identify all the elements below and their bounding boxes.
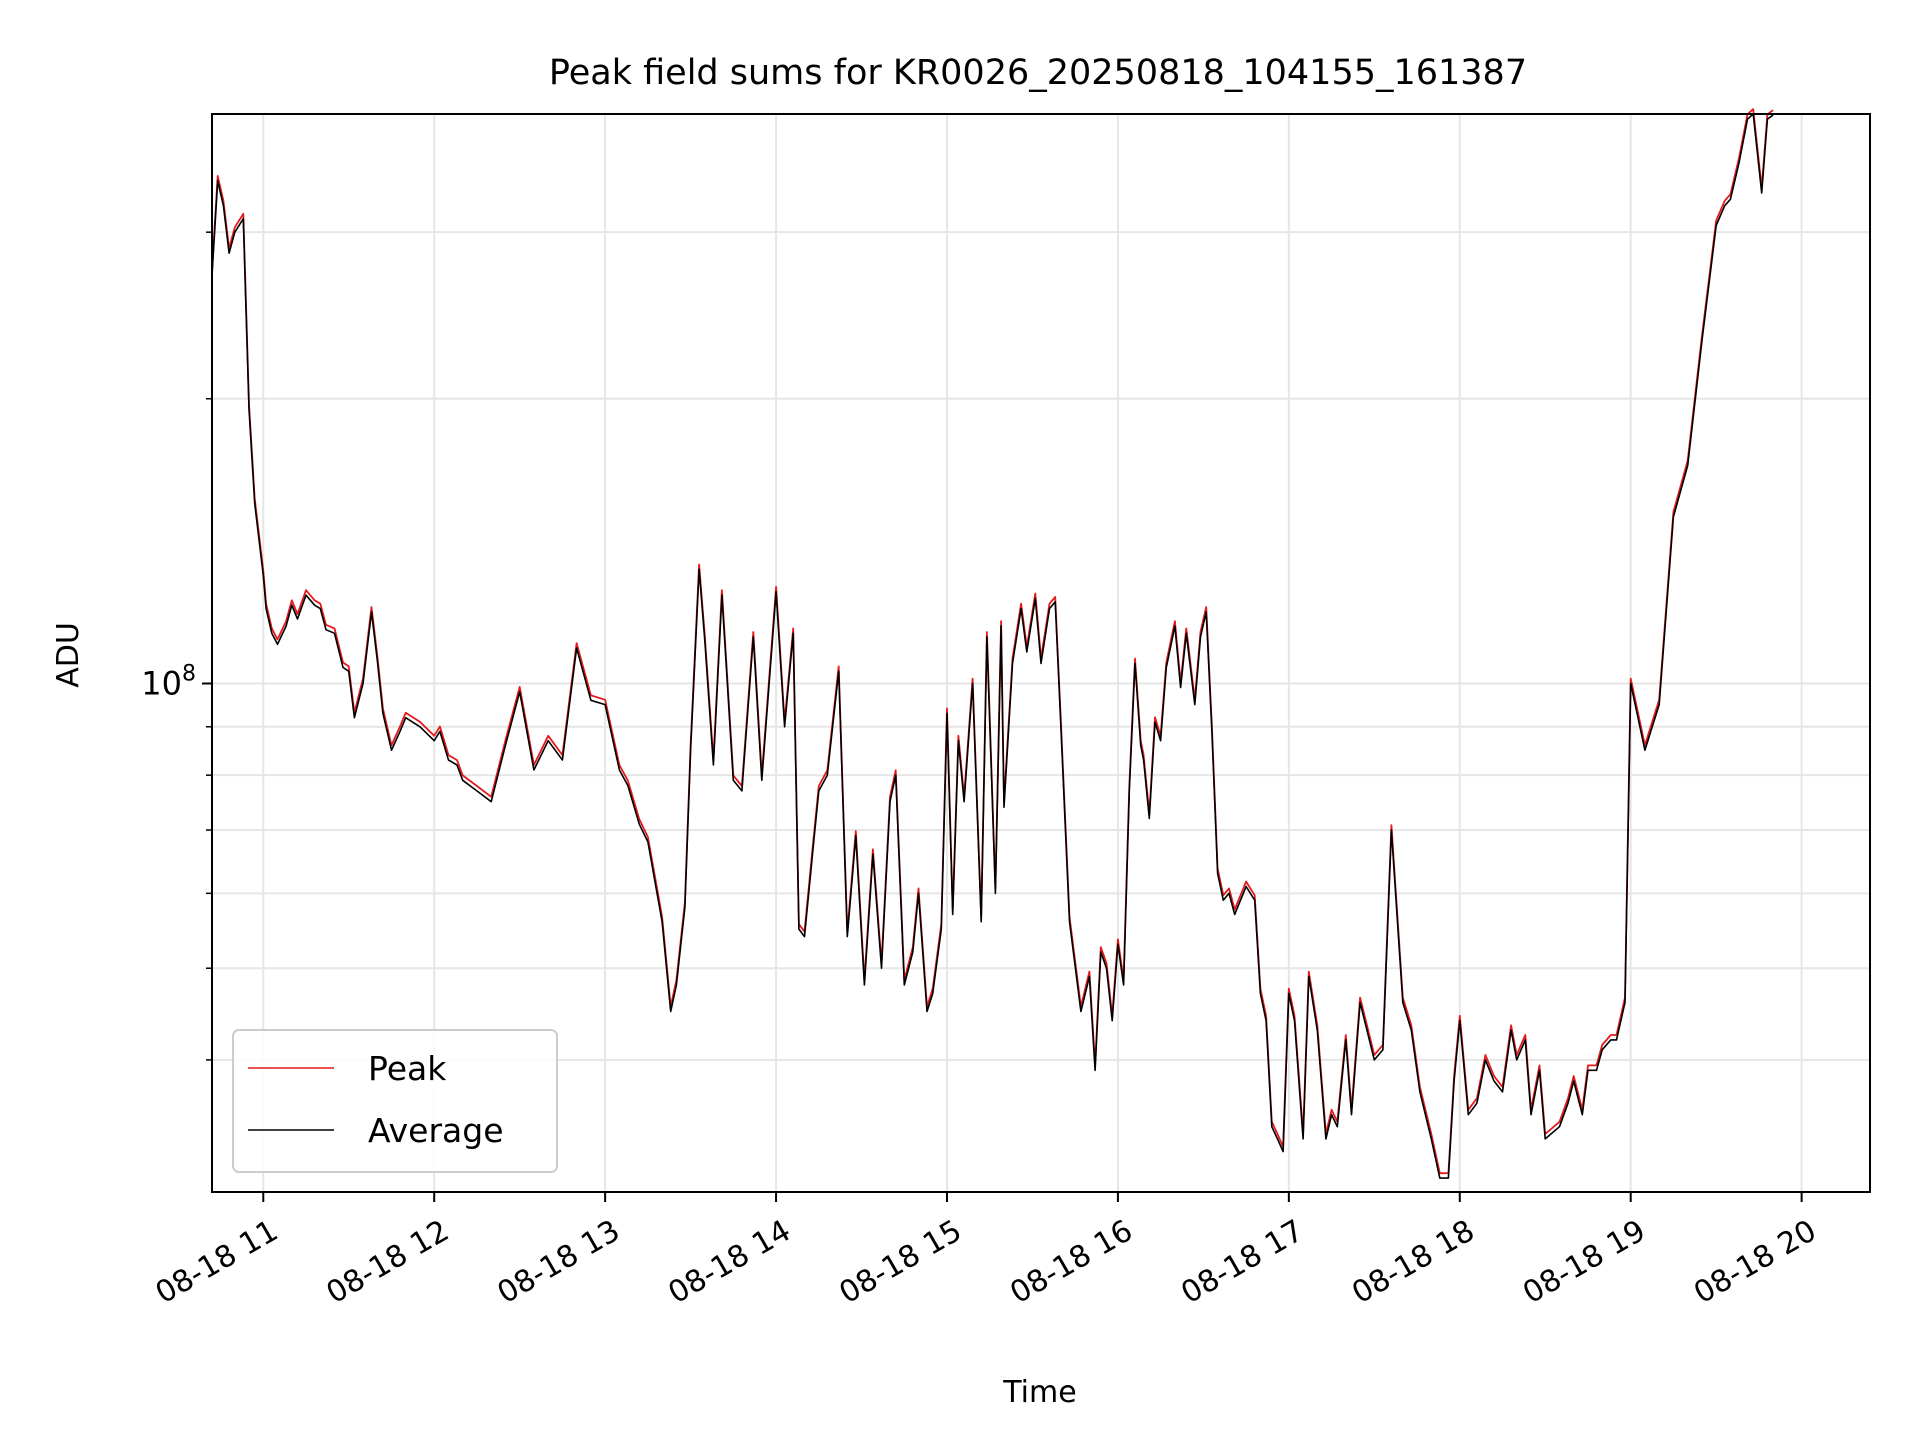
x-tick-label: 08-18 16 [1004,1213,1138,1311]
x-tick-label: 08-18 12 [321,1213,455,1311]
series-lines [211,108,1774,1179]
legend-label-peak: Peak [368,1049,447,1088]
series-line-average [211,113,1774,1179]
legend-box [232,1029,558,1173]
x-tick-label: 08-18 20 [1688,1213,1822,1311]
x-tick-label: 08-18 11 [150,1213,284,1311]
legend-label-average: Average [368,1111,504,1150]
x-tick-label: 08-18 14 [663,1213,797,1311]
x-tick-label: 08-18 13 [492,1213,626,1311]
y-tick-label: 108 [141,661,196,702]
x-tick-label: 08-18 18 [1346,1213,1480,1311]
x-tick-label: 08-18 15 [833,1213,967,1311]
chart-title: Peak field sums for KR0026_20250818_1041… [549,53,1527,93]
legend: Peak Average [232,1029,558,1173]
x-tick-label: 08-18 17 [1175,1213,1309,1311]
plot-frame [211,113,1871,1193]
x-tick-label: 08-18 19 [1517,1213,1651,1311]
x-axis-label: Time [1002,1375,1076,1410]
y-axis-label: ADU [51,622,86,688]
series-line-peak [211,108,1774,1175]
